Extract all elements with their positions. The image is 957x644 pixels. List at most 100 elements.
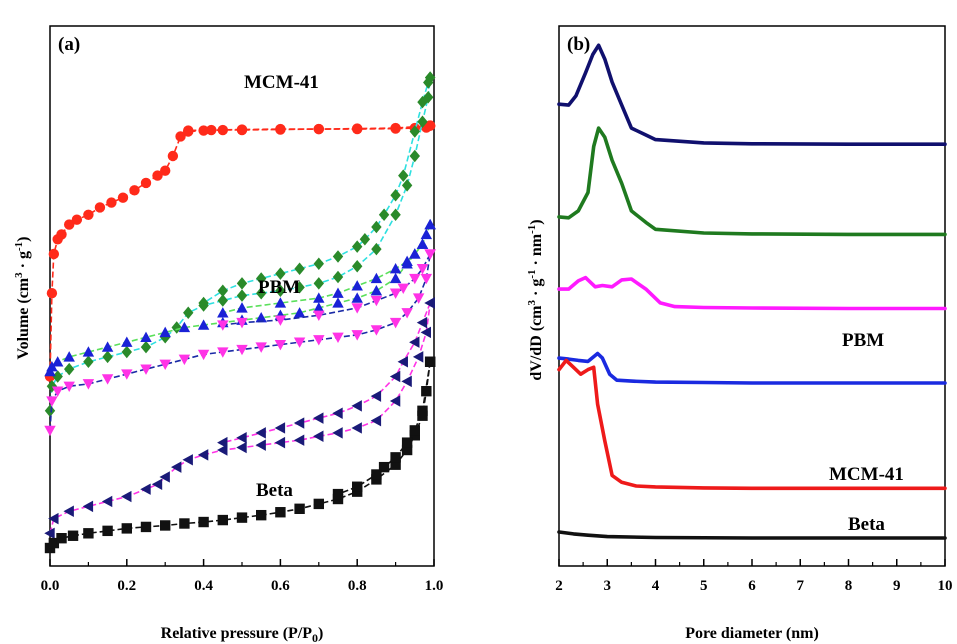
label-pbm-b: PBM xyxy=(842,330,884,351)
series-pbm xyxy=(44,218,436,377)
series-beta-point xyxy=(417,405,428,416)
series-mcm-41-point xyxy=(206,124,217,136)
series-bm-1-5-point xyxy=(275,267,286,280)
series-bm-1-0-point xyxy=(389,288,402,299)
series-bm-2-0 xyxy=(44,297,435,540)
series-bm-2-0-point xyxy=(293,434,305,446)
series-bm-2-0-point xyxy=(274,422,286,434)
series-bm-1-0-point xyxy=(293,337,306,348)
series-bm-2-0-point xyxy=(370,390,382,402)
series-mcm-41-point xyxy=(167,150,179,162)
series-pbm-point xyxy=(63,351,75,362)
series-pbm-point xyxy=(255,311,267,323)
series-mcm-41-line xyxy=(557,358,947,491)
series-pbm-point xyxy=(424,218,436,230)
series-beta-point xyxy=(421,386,432,397)
series-bm-2-0-point xyxy=(82,500,94,513)
series-bm-1-5-point xyxy=(256,272,267,285)
series-bm-2-0-point xyxy=(332,407,343,419)
series-bm-2-0-point xyxy=(313,430,324,442)
series-mcm-41-point xyxy=(71,214,83,225)
series-mcm-41-point xyxy=(236,124,248,135)
series-pbm-point xyxy=(351,280,363,291)
series-beta-point xyxy=(401,437,413,448)
series-bm-1-5-point xyxy=(102,350,113,364)
x-tick-label: 3 xyxy=(604,578,612,594)
series-beta-point xyxy=(294,503,305,514)
series-bm-2-0-point xyxy=(255,427,266,439)
series-pbm-point xyxy=(121,336,133,347)
x-tick-label: 8 xyxy=(845,578,853,594)
x-tick-label: 9 xyxy=(893,578,901,594)
series-bm-1-5-point xyxy=(401,179,413,192)
label-mcm41: MCM-41 xyxy=(244,72,319,93)
series-bm-1-0-point xyxy=(236,344,248,356)
x-tick-label: 0.0 xyxy=(41,578,60,594)
series-beta-point xyxy=(48,537,60,549)
series-mcm-41-point xyxy=(160,165,171,176)
series-mcm-41-point xyxy=(83,209,94,220)
series-bm-2-0-point xyxy=(389,370,401,383)
series-pbm-point xyxy=(51,356,64,367)
series-bm-1-0-point xyxy=(274,315,287,326)
series-beta-point xyxy=(401,444,413,456)
series-bm-1-0-point xyxy=(217,347,229,358)
series-mcm-41-point xyxy=(352,123,363,134)
series-bm-2-0-point xyxy=(370,414,382,427)
series-bm-1-5-point xyxy=(275,284,286,297)
series-bm-1-0 xyxy=(44,249,436,437)
x-tick-label: 0.2 xyxy=(117,578,136,594)
series-bm-1-0-point xyxy=(159,359,171,370)
series-bm-1-0-line xyxy=(557,275,947,311)
series-bm-2-0-point xyxy=(48,512,59,525)
series-bm-1-0-point xyxy=(178,354,191,366)
series-pbm-point xyxy=(351,292,363,303)
series-bm-1-0-point xyxy=(412,293,425,304)
panel-b-plot-area xyxy=(557,43,947,540)
series-bm-2-0-point xyxy=(412,351,424,363)
series-bm-2-0-point xyxy=(182,454,193,466)
series-beta-point xyxy=(121,523,132,534)
series-bm-1-0-point xyxy=(217,320,229,331)
label-pbm: PBM xyxy=(258,277,300,298)
series-bm-1-5-point xyxy=(332,250,344,263)
x-tick-label: 0.6 xyxy=(271,578,290,594)
series-bm-1-5-point xyxy=(371,242,382,256)
series-bm-1-0-point xyxy=(101,374,114,385)
series-bm-2-0-point xyxy=(101,495,113,508)
label-beta: Beta xyxy=(256,480,293,501)
series-bm-2-0-point xyxy=(401,375,412,388)
series-bm-2-0-point xyxy=(159,471,170,483)
series-pbm-point xyxy=(236,302,248,313)
series-bm-2-0-point xyxy=(416,316,428,329)
series-beta-point xyxy=(83,528,94,539)
series-pbm-point xyxy=(409,248,421,259)
series-bm-1-5-point xyxy=(398,169,409,182)
series-bm-2-0-line xyxy=(557,43,947,146)
x-tick-label: 10 xyxy=(938,578,953,594)
series-bm-2-0-point xyxy=(351,400,362,412)
series-pbm-point xyxy=(313,302,325,313)
series-pbm-point xyxy=(332,287,344,298)
series-bm-2-0-point xyxy=(217,436,228,449)
series-bm-1-5-line xyxy=(557,126,947,237)
panel-a-label: (a) xyxy=(58,34,80,55)
series-beta-point xyxy=(236,512,248,523)
series-bm-2-0-point xyxy=(197,449,209,461)
series-pbm-point xyxy=(313,292,325,303)
series-beta-point xyxy=(140,521,152,533)
x-tick-label: 7 xyxy=(797,578,805,594)
series-bm-2-0-point xyxy=(236,441,247,454)
series-beta-point xyxy=(198,516,209,528)
series-bm-1-0-point xyxy=(424,249,436,260)
series-bm-1-5-point xyxy=(390,188,401,202)
series-bm-1-0-point xyxy=(82,379,95,390)
panel-a: 0.0 0.2 0.4 0.6 0.8 1.0 (a) MCM-41 PBM Beta R… xyxy=(13,25,443,644)
series-bm-1-5-point xyxy=(409,149,420,163)
series-beta-point xyxy=(56,533,67,544)
series-beta-point xyxy=(67,530,79,541)
panel-b-x-ticks: 2 3 4 5 6 7 8 9 10 xyxy=(555,559,953,594)
series-bm-1-5-point xyxy=(378,208,390,222)
series-bm-2-0-point xyxy=(351,422,362,434)
label-beta-b: Beta xyxy=(848,514,885,535)
